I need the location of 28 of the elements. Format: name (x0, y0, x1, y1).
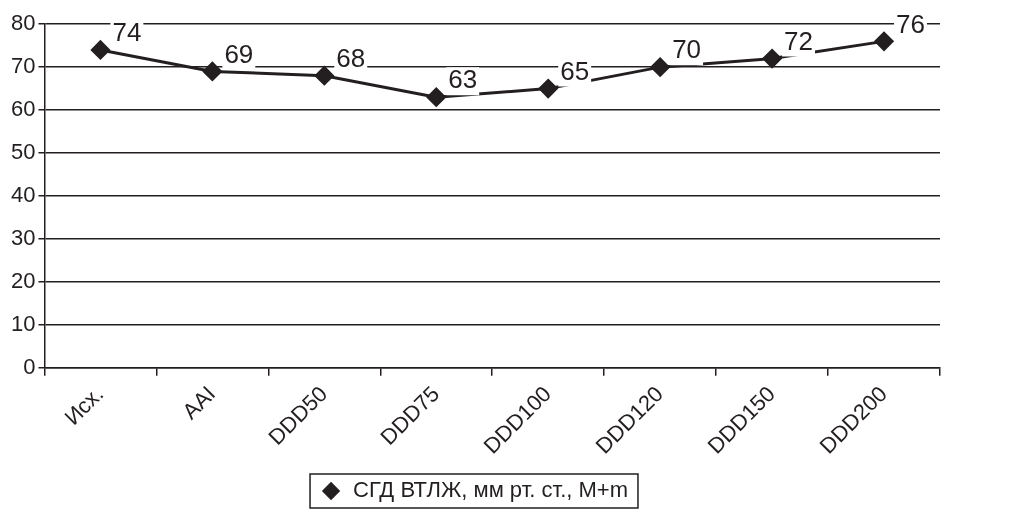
data-label: 69 (224, 38, 254, 69)
data-label: 72 (784, 25, 814, 56)
point (874, 31, 894, 51)
point (90, 40, 110, 60)
point (314, 66, 334, 86)
point (202, 61, 222, 81)
data-label: 76 (896, 8, 925, 39)
data-label: 63 (448, 64, 478, 95)
data-label: 70 (672, 34, 702, 65)
point (650, 57, 670, 77)
y-tick-label: 70 (10, 53, 36, 79)
legend-label: СГД ВТЛЖ, мм рт. ст., M+m (353, 477, 628, 503)
point (426, 87, 446, 107)
data-label: 74 (112, 17, 142, 48)
data-label: 65 (560, 55, 590, 86)
y-tick-label: 10 (10, 310, 36, 336)
point (762, 49, 782, 69)
point (538, 79, 558, 99)
x-tick-label: Исх. (59, 381, 109, 430)
y-tick-label: 50 (10, 139, 36, 165)
y-tick-label: 60 (10, 96, 36, 122)
y-tick-label: 20 (10, 267, 36, 293)
data-label: 68 (336, 42, 366, 73)
x-tick-label: AAI (177, 381, 221, 424)
y-tick-label: 0 (23, 353, 36, 379)
y-tick-label: 30 (10, 224, 36, 250)
y-tick-label: 40 (10, 182, 36, 207)
y-tick-label: 80 (10, 10, 36, 36)
